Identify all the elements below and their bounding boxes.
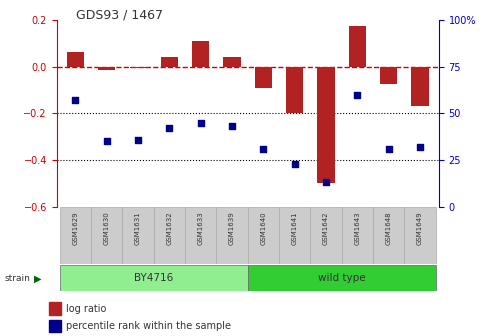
Text: wild type: wild type xyxy=(318,273,365,283)
Bar xyxy=(48,320,61,332)
Bar xyxy=(255,67,272,88)
FancyBboxPatch shape xyxy=(154,207,185,264)
Bar xyxy=(67,52,84,67)
Text: log ratio: log ratio xyxy=(66,303,106,313)
Bar xyxy=(130,67,147,68)
Text: GSM1639: GSM1639 xyxy=(229,211,235,245)
Text: ▶: ▶ xyxy=(34,274,41,284)
Bar xyxy=(192,41,210,67)
Point xyxy=(291,161,299,166)
Text: GSM1649: GSM1649 xyxy=(417,211,423,245)
Point xyxy=(385,146,392,152)
FancyBboxPatch shape xyxy=(122,207,154,264)
Text: GSM1641: GSM1641 xyxy=(292,211,298,245)
Text: GSM1633: GSM1633 xyxy=(198,211,204,245)
Point xyxy=(103,139,111,144)
Bar xyxy=(349,26,366,67)
Point xyxy=(322,180,330,185)
Bar xyxy=(411,67,428,107)
Text: GSM1643: GSM1643 xyxy=(354,211,360,245)
Bar xyxy=(223,57,241,67)
Bar xyxy=(286,67,303,114)
FancyBboxPatch shape xyxy=(248,207,279,264)
FancyBboxPatch shape xyxy=(248,265,436,291)
FancyBboxPatch shape xyxy=(311,207,342,264)
Bar xyxy=(98,67,115,70)
Bar xyxy=(380,67,397,84)
FancyBboxPatch shape xyxy=(91,207,122,264)
Text: GSM1640: GSM1640 xyxy=(260,211,266,245)
Text: percentile rank within the sample: percentile rank within the sample xyxy=(66,321,231,331)
Point xyxy=(228,124,236,129)
Text: strain: strain xyxy=(5,274,31,283)
FancyBboxPatch shape xyxy=(216,207,248,264)
Bar xyxy=(48,302,61,315)
Point xyxy=(166,126,174,131)
Point xyxy=(197,120,205,125)
Text: GSM1629: GSM1629 xyxy=(72,211,78,245)
Point xyxy=(353,92,361,97)
Text: GSM1642: GSM1642 xyxy=(323,211,329,245)
FancyBboxPatch shape xyxy=(185,207,216,264)
FancyBboxPatch shape xyxy=(404,207,436,264)
Point xyxy=(71,98,79,103)
Text: GSM1632: GSM1632 xyxy=(167,211,173,245)
Point xyxy=(134,137,142,142)
FancyBboxPatch shape xyxy=(60,207,91,264)
FancyBboxPatch shape xyxy=(279,207,311,264)
Text: GDS93 / 1467: GDS93 / 1467 xyxy=(76,8,163,22)
Text: GSM1631: GSM1631 xyxy=(135,211,141,245)
Point xyxy=(416,144,424,150)
FancyBboxPatch shape xyxy=(373,207,404,264)
Text: GSM1630: GSM1630 xyxy=(104,211,110,245)
Text: BY4716: BY4716 xyxy=(134,273,174,283)
FancyBboxPatch shape xyxy=(60,265,248,291)
FancyBboxPatch shape xyxy=(342,207,373,264)
Bar xyxy=(317,67,335,183)
Point xyxy=(259,146,267,152)
Bar xyxy=(161,57,178,67)
Text: GSM1648: GSM1648 xyxy=(386,211,391,245)
